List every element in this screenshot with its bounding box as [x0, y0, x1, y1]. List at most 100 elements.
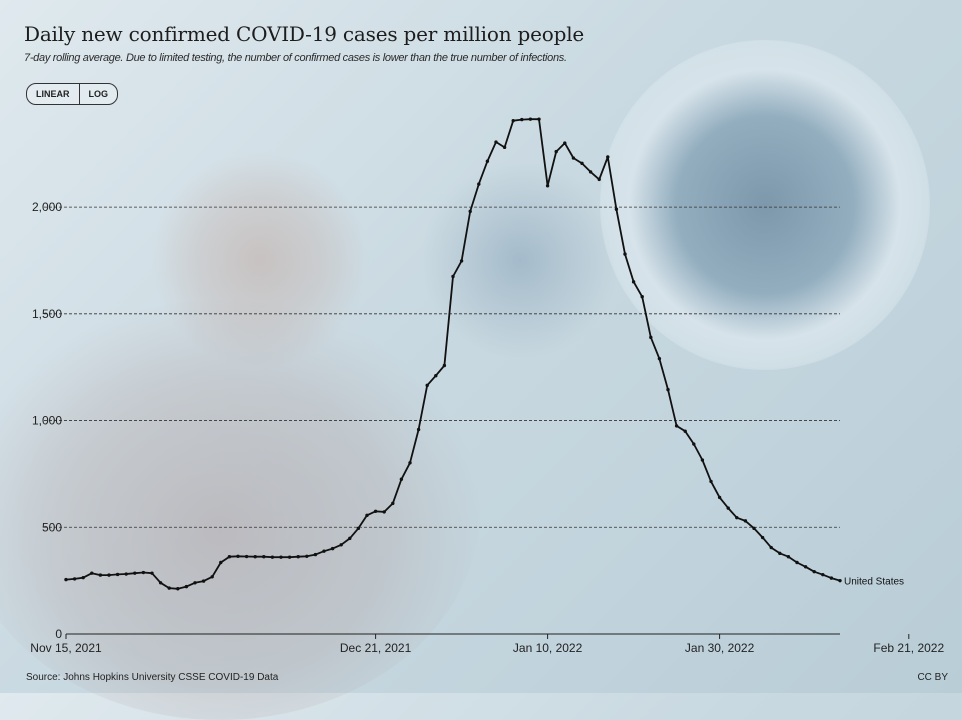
data-point	[339, 543, 343, 547]
x-tick-label: Nov 15, 2021	[30, 641, 102, 655]
data-point	[158, 581, 163, 585]
data-point	[81, 575, 85, 580]
data-point	[72, 577, 77, 581]
data-point	[124, 572, 128, 576]
data-point	[709, 479, 713, 484]
data-point	[141, 570, 146, 575]
data-point	[683, 429, 687, 433]
data-point	[623, 252, 627, 256]
data-point	[167, 586, 171, 590]
data-point	[554, 149, 558, 154]
data-point	[743, 519, 748, 523]
data-point	[649, 335, 653, 340]
data-point	[210, 575, 214, 579]
data-point	[812, 569, 816, 574]
data-point	[64, 577, 68, 582]
data-point	[253, 555, 257, 559]
background-virus-image	[420, 160, 620, 360]
license-label[interactable]: CC BY	[917, 672, 948, 683]
source-note: Source: Johns Hopkins University CSSE CO…	[26, 672, 279, 683]
data-point	[296, 555, 300, 559]
data-point	[348, 536, 352, 541]
y-tick-label: 1,500	[32, 307, 62, 321]
data-point	[760, 535, 765, 540]
data-point	[365, 513, 369, 518]
data-point	[657, 356, 662, 361]
data-point	[451, 274, 455, 279]
data-point	[176, 587, 180, 591]
data-point	[502, 145, 507, 150]
y-tick-label: 1,000	[32, 414, 62, 428]
data-point	[571, 156, 576, 160]
data-point	[640, 295, 644, 299]
data-point	[795, 560, 799, 565]
log-scale-button[interactable]: LOG	[78, 84, 118, 104]
data-point	[700, 458, 705, 462]
y-tick-label: 2,000	[32, 200, 62, 214]
data-point	[468, 209, 472, 214]
data-point	[287, 555, 292, 559]
data-point	[588, 170, 593, 174]
series-label-united-states: United States	[844, 577, 904, 588]
data-point	[279, 555, 283, 559]
data-point	[580, 161, 584, 166]
data-point	[399, 477, 404, 481]
data-point	[219, 560, 223, 565]
data-point	[485, 159, 490, 163]
x-tick-label: Jan 30, 2022	[685, 641, 755, 655]
data-point	[133, 571, 137, 575]
chart-title: Daily new confirmed COVID-19 cases per m…	[24, 22, 585, 46]
data-point	[786, 555, 791, 559]
data-point	[821, 572, 825, 577]
data-point	[244, 554, 249, 559]
data-point	[606, 155, 610, 159]
data-point	[107, 573, 111, 577]
data-point	[666, 387, 670, 392]
data-point	[692, 442, 696, 446]
data-point	[98, 573, 103, 577]
data-point	[735, 515, 739, 520]
data-point	[520, 117, 524, 122]
data-point	[511, 118, 515, 123]
data-point	[322, 549, 326, 553]
y-tick-label: 0	[55, 627, 62, 641]
data-point	[227, 555, 232, 559]
data-point	[717, 495, 722, 500]
data-point	[262, 555, 266, 559]
data-point	[442, 363, 447, 368]
data-point	[477, 182, 481, 186]
data-point	[391, 501, 395, 506]
line-chart: 0 500 1,000 1,500 2,000 Nov 15, 2021 Dec 21, 2…	[30, 117, 944, 655]
data-point	[356, 526, 361, 531]
x-tick-label: Dec 21, 2021	[340, 641, 412, 655]
data-point	[313, 552, 318, 557]
x-tick-label: Feb 21, 2022	[873, 641, 944, 655]
data-point	[459, 259, 464, 263]
data-point	[382, 510, 386, 514]
chart-subtitle: 7-day rolling average. Due to limited te…	[24, 52, 567, 64]
data-point	[829, 576, 834, 580]
data-point	[726, 506, 730, 510]
data-point	[193, 581, 197, 585]
linear-scale-button[interactable]: LINEAR	[36, 89, 70, 99]
data-point	[545, 184, 550, 188]
data-point	[330, 546, 335, 551]
data-point	[674, 424, 679, 428]
data-point	[201, 579, 206, 583]
data-point	[537, 117, 541, 121]
data-point	[408, 461, 412, 465]
data-point	[778, 551, 782, 556]
data-point	[614, 207, 619, 211]
data-point	[563, 141, 567, 145]
scale-toggle: LINEAR LOG	[26, 83, 118, 105]
data-point	[752, 526, 756, 531]
data-point	[373, 509, 378, 513]
series-line-united-states	[65, 118, 841, 590]
data-point	[184, 584, 189, 589]
data-point	[270, 555, 275, 559]
data-point	[494, 140, 498, 144]
data-point	[305, 554, 309, 559]
data-point	[803, 565, 808, 569]
background-virus-image	[0, 300, 480, 720]
x-tick-label: Jan 10, 2022	[513, 641, 583, 655]
